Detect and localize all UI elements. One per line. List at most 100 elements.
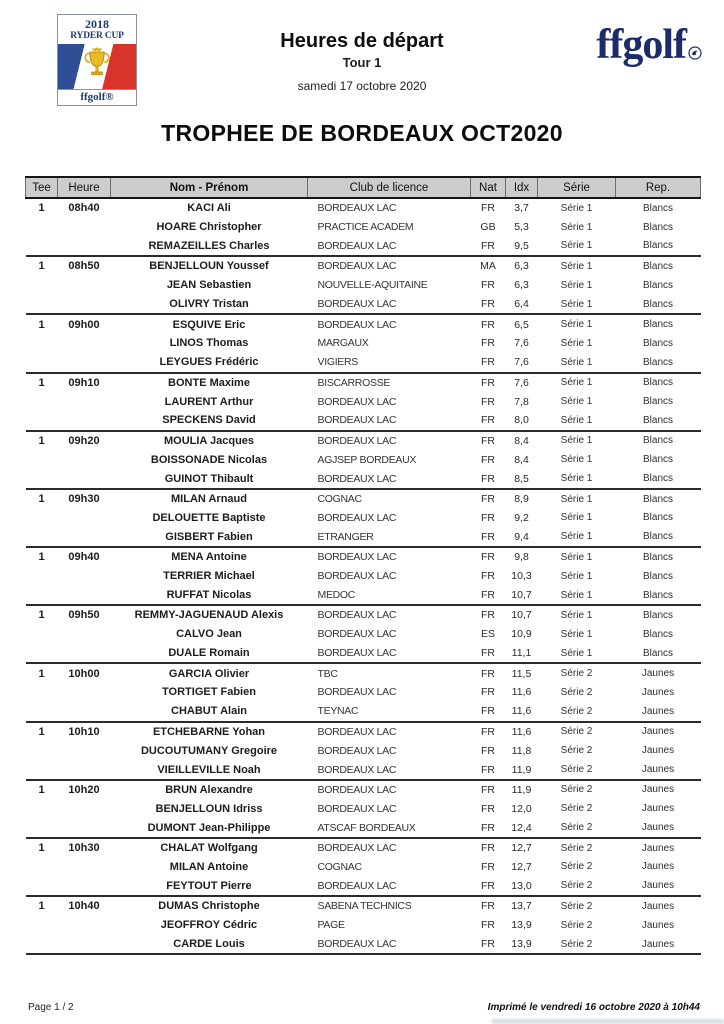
player-row: REMAZEILLES Charles BORDEAUX LAC FR 9,5 Séri…: [26, 237, 701, 256]
nationality-cell: MA: [470, 255, 506, 276]
ryder-cup-logo-text: 2018 RYDER CUP: [58, 15, 136, 42]
player-name-cell: TERRIER Michael: [163, 570, 255, 583]
player-row: SPECKENS David BORDEAUX LAC FR 8,0 Série 1 Bl…: [26, 411, 701, 430]
nationality-cell: FR: [481, 414, 495, 427]
player-row: CHABUT Alain TEYNAC FR 11,6 Série 2 Jaunes: [26, 702, 701, 721]
tee-cell: 1: [25, 313, 58, 334]
player-name-cell: BONTE Maxime: [110, 371, 308, 392]
page-number: Page 1 / 2: [28, 1002, 74, 1013]
time-cell: 10h00: [57, 662, 111, 683]
tee-color-cell: Jaunes: [641, 919, 675, 931]
ffgolf-logo-text: ffgolf: [596, 22, 687, 68]
time-cell: 09h20: [57, 429, 111, 451]
player-row: CARDE Louis BORDEAUX LAC FR 13,9 Série 2 Jaun…: [25, 934, 701, 956]
serie-cell: Série 2: [560, 919, 593, 931]
player-name-cell: MENA Antoine: [110, 546, 308, 567]
nationality-cell: FR: [481, 530, 495, 543]
club-cell: BORDEAUX LAC: [307, 720, 471, 741]
player-name-cell: GUINOT Thibault: [164, 472, 254, 485]
club-cell: BORDEAUX LAC: [317, 628, 397, 641]
tee-cell: [26, 857, 58, 876]
player-row: 1 09h40 MENA Antoine BORDEAUX LAC FR 9,8 Série…: [25, 546, 701, 567]
player-row: 1 10h10 ETCHEBARNE Yohan BORDEAUX LAC FR 11,6…: [25, 720, 701, 741]
tee-cell: 1: [25, 371, 58, 392]
player-name-cell: BENJELLOUN Idriss: [155, 802, 263, 815]
tee-cell: [26, 877, 58, 896]
time-cell: [58, 877, 111, 896]
index-cell: 9,2: [514, 511, 529, 524]
tee-cell: 1: [25, 429, 58, 451]
serie-cell: Série 1: [560, 589, 593, 601]
tee-cell: 1: [25, 895, 58, 916]
time-cell: [58, 295, 111, 314]
tee-color-cell: Blancs: [642, 531, 673, 543]
tee-color-cell: Jaunes: [615, 720, 701, 741]
column-header-nat: Nat: [470, 176, 506, 199]
club-cell: MARGAUX: [317, 337, 369, 350]
time-cell: [58, 237, 111, 256]
index-cell: 9,5: [514, 239, 529, 252]
tee-cell: [26, 586, 58, 605]
player-name-cell: DUCOUTUMANY Gregoire: [140, 744, 278, 757]
tee-color-cell: Blancs: [642, 628, 673, 640]
time-cell: [58, 644, 111, 663]
player-name-cell: VIEILLEVILLE Noah: [157, 763, 261, 776]
time-cell: [58, 334, 111, 353]
index-cell: 11,9: [511, 763, 532, 776]
player-name-cell: DUMONT Jean-Philippe: [147, 821, 271, 834]
time-cell: 09h50: [57, 604, 111, 625]
player-row: BOISSONADE Nicolas AGJSEP BORDEAUX FR 8,4 Sé…: [26, 450, 701, 469]
player-row: 1 08h50 BENJELLOUN Youssef BORDEAUX LAC MA 6,…: [25, 255, 701, 276]
club-cell: BORDEAUX LAC: [317, 414, 397, 427]
column-header-tee: Tee: [25, 176, 58, 199]
index-cell: 10,7: [511, 589, 532, 601]
club-cell: BORDEAUX LAC: [307, 778, 471, 800]
player-row: 1 08h40 KACI Ali BORDEAUX LAC FR 3,7 Série 1 Bl…: [26, 198, 701, 217]
club-cell: SABENA TECHNICS: [307, 895, 471, 916]
tee-cell: [26, 392, 58, 411]
index-cell: 10,3: [511, 570, 532, 583]
club-cell: BORDEAUX LAC: [317, 472, 397, 485]
time-cell: 10h40: [57, 895, 111, 916]
scan-artifact: [492, 1019, 724, 1024]
nationality-cell: FR: [481, 860, 495, 873]
nationality-cell: FR: [481, 589, 495, 601]
club-cell: BORDEAUX LAC: [307, 836, 471, 858]
player-row: LEYGUES Frédéric VIGIERS FR 7,6 Série 1 Blanc…: [26, 353, 701, 372]
serie-cell: Série 1: [560, 454, 593, 466]
column-header-nom-prenom: Nom - Prénom: [110, 176, 308, 199]
serie-cell: Série 1: [537, 429, 616, 451]
club-cell: BORDEAUX LAC: [317, 239, 397, 252]
serie-cell: Série 2: [560, 745, 593, 757]
nationality-cell: FR: [481, 395, 495, 408]
index-cell: 8,5: [514, 472, 529, 485]
tee-color-cell: Jaunes: [641, 764, 675, 776]
player-name-cell: RUFFAT Nicolas: [166, 589, 252, 601]
column-header-heure: Heure: [57, 176, 111, 199]
nationality-cell: FR: [470, 895, 506, 916]
club-cell: MEDOC: [317, 589, 356, 601]
nationality-cell: FR: [481, 298, 495, 311]
index-cell: 7,6: [514, 337, 529, 350]
tee-color-cell: Jaunes: [615, 836, 701, 858]
player-name-cell: DUALE Romain: [168, 647, 250, 660]
player-row: OLIVRY Tristan BORDEAUX LAC FR 6,4 Série 1 Bl…: [26, 295, 701, 314]
index-cell: 12,7: [511, 860, 532, 873]
time-cell: [58, 819, 111, 838]
player-row: 1 10h40 DUMAS Christophe SABENA TECHNICS FR 1…: [25, 895, 701, 916]
tee-color-cell: Jaunes: [615, 662, 701, 683]
index-cell: 11,6: [505, 720, 538, 741]
player-name-cell: MOULIA Jacques: [110, 429, 308, 451]
ryder-cup-logo-brand: ffgolf®: [58, 89, 136, 105]
index-cell: 8,0: [514, 414, 529, 427]
tee-color-cell: Blancs: [615, 604, 701, 625]
tee-color-cell: Jaunes: [615, 895, 701, 916]
player-row: TORTIGET Fabien BORDEAUX LAC FR 11,6 Série 2…: [26, 683, 701, 702]
registered-trademark-icon: [688, 26, 702, 68]
player-name-cell: GISBERT Fabien: [165, 530, 253, 543]
player-name-cell: ESQUIVE Eric: [110, 313, 308, 334]
trophy-icon: [81, 46, 113, 87]
nationality-cell: FR: [470, 371, 506, 392]
player-row: GISBERT Fabien ETRANGER FR 9,4 Série 1 Blancs: [26, 528, 701, 547]
serie-cell: Série 1: [560, 221, 593, 233]
